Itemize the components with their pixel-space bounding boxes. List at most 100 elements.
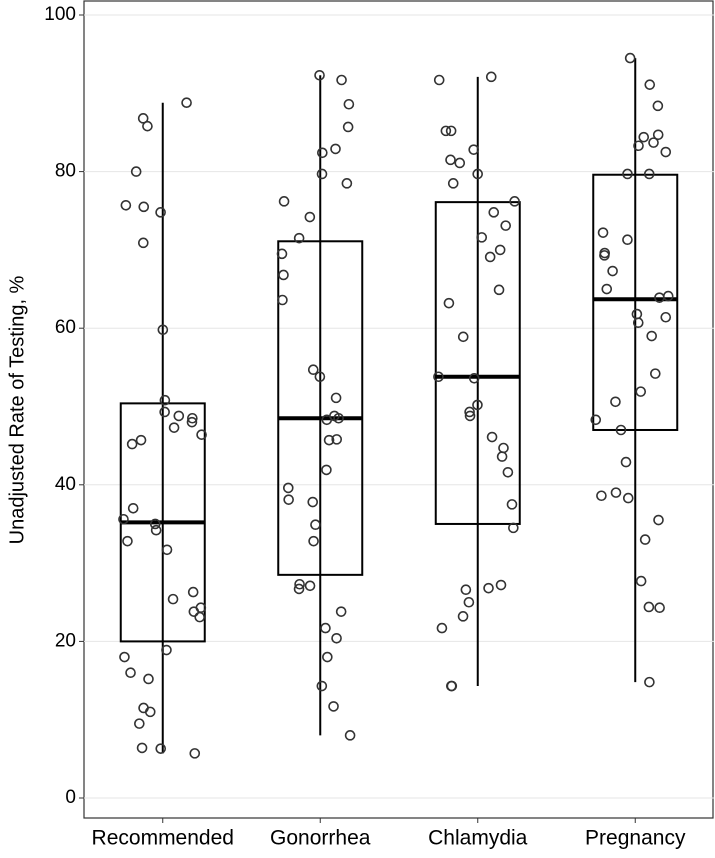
point [464,406,475,418]
point [320,622,331,634]
point [167,593,179,605]
point [336,74,347,86]
point [143,673,154,685]
point [341,178,353,189]
point [436,622,448,634]
point [624,52,636,64]
point [317,147,328,159]
point [134,718,145,729]
point [316,168,328,180]
point [635,575,647,587]
x-tick-label: Pregnancy [585,827,686,850]
point [181,97,192,108]
point [488,207,500,218]
point [493,284,505,296]
point [330,392,342,404]
point [304,211,316,223]
y-tick-label: 80 [55,161,76,182]
point [464,410,476,422]
point [644,79,656,90]
y-tick-label: 20 [55,630,76,651]
point [500,220,512,231]
point [344,730,356,741]
point [460,584,472,596]
point [483,582,494,594]
point [660,311,672,323]
point [484,251,496,263]
point [187,586,199,598]
point [650,368,661,379]
point [307,364,319,375]
point [445,154,456,166]
point [159,394,171,406]
point [144,706,156,718]
x-tick-label: Chlamydia [428,827,528,850]
point [440,125,452,137]
point [161,644,172,656]
point [155,743,167,754]
point [333,412,344,424]
plot-frame [83,0,714,819]
point [155,207,166,218]
point [277,294,288,306]
point [494,244,506,256]
point [660,146,672,158]
point [447,178,459,189]
point [644,676,655,688]
point [610,487,622,498]
point [321,414,333,426]
point [646,330,657,342]
y-tick-label: 0 [65,787,76,808]
point [445,125,457,137]
point [137,113,149,124]
point [157,324,169,336]
point [610,396,621,408]
point [187,412,198,424]
point [127,502,139,514]
box [277,240,364,576]
point [652,129,664,141]
point [468,144,479,155]
y-axis-label: Unadjusted Rate of Testing, % [6,275,28,544]
point [643,168,655,180]
point [304,580,316,592]
box [434,201,521,525]
point [590,414,602,426]
point [596,490,607,502]
point [648,137,659,148]
point [635,386,647,397]
point [472,168,483,180]
point [454,157,466,169]
point [314,371,326,383]
point [120,199,132,211]
point [639,534,651,545]
point [331,434,343,445]
point [125,667,136,679]
point [601,283,613,295]
point [496,451,508,462]
point [468,373,480,384]
point [142,120,153,132]
point [126,438,138,450]
point [282,482,294,494]
point [122,535,133,547]
point [638,131,650,143]
point [293,583,305,595]
point [622,234,633,246]
point [322,651,333,663]
point [335,606,347,617]
point [463,596,475,608]
point [307,496,319,508]
point [446,680,458,692]
point [135,434,147,446]
point [597,227,609,238]
point [314,69,325,81]
point [118,513,129,525]
point [136,742,148,754]
point [330,143,341,155]
point [194,611,206,623]
point [188,606,200,617]
point [643,601,655,613]
point [607,265,618,277]
